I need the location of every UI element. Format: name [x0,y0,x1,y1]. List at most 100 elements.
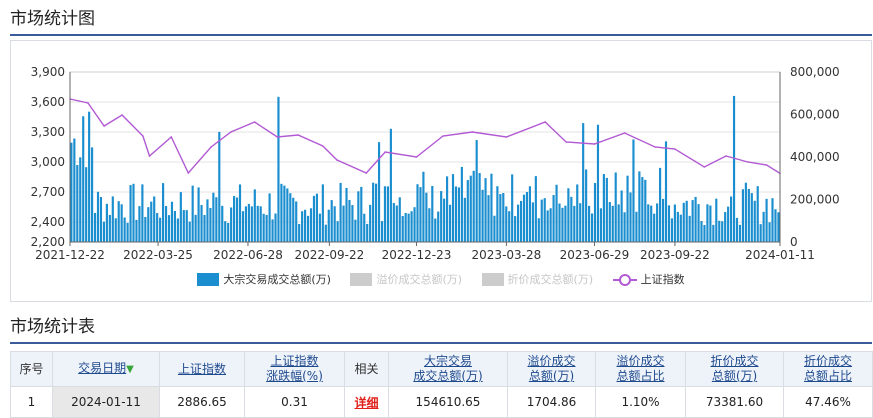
volume-bar [691,200,694,242]
volume-bar [756,186,759,242]
cell-total: 154610.65 [388,386,508,418]
volume-bar [718,220,721,242]
th-total-line1: 大宗交易 [423,354,472,368]
volume-bar [230,207,233,242]
index-point [276,136,279,138]
right-tick-label: 800,000 [790,65,840,79]
volume-bar [401,216,404,242]
volume-bar [694,196,697,242]
x-tick-label: 2023-03-28 [472,248,542,262]
x-tick-label: 2022-03-25 [123,248,193,262]
volume-bar [647,204,650,242]
volume-bar [493,215,496,242]
th-premium-ratio-line1: 溢价成交 [616,354,665,368]
volume-bar [182,210,185,242]
volume-bar [132,183,135,242]
x-tick-label: 2024-01-11 [745,248,815,262]
volume-bar [517,204,520,242]
volume-bar [167,215,171,242]
legend-line-marker-icon [612,273,637,286]
th-premium-line1: 溢价成交 [527,354,576,368]
legend-label-total: 大宗交易成交总额(万) [223,273,331,286]
volume-bar [635,211,638,242]
volume-bar [670,218,673,242]
volume-bar [673,204,676,242]
th-total-line2: 成交总额(万) [413,369,483,383]
volume-bar [141,184,144,242]
index-point [297,134,299,136]
volume-bar [490,173,493,242]
th-premium[interactable]: 溢价成交 总额(万) [507,351,596,387]
x-tick-label: 2023-06-29 [560,248,630,262]
volume-bar [732,95,736,242]
volume-bar [271,219,274,242]
volume-bar [511,174,514,242]
volume-bar [321,184,324,242]
volume-bar [664,141,668,242]
volume-bar [451,174,455,242]
volume-bar [93,212,97,242]
index-point [210,146,212,148]
volume-bar [306,215,310,242]
th-discount[interactable]: 折价成交 总额(万) [685,351,784,387]
volume-bar [475,140,478,242]
cell-index: 2886.65 [159,386,245,418]
volume-bar [375,183,378,242]
volume-bar [576,184,579,242]
volume-bar [79,157,82,242]
volume-bar [437,211,440,242]
volume-bar [505,206,508,242]
volume-bar [179,192,182,242]
volume-bar [407,213,410,242]
index-point [321,145,324,147]
index-point [654,146,656,148]
volume-bar [762,211,765,242]
volume-bar [715,198,718,242]
volume-bar [162,183,165,242]
volume-bar [768,222,771,242]
volume-bar [345,187,348,242]
volume-bar [700,221,703,242]
volume-bar [487,195,490,242]
volume-bar [224,221,227,242]
volume-bar [413,207,416,242]
volume-bar [765,198,768,242]
volume-bar [221,205,224,242]
volume-bar [203,214,206,242]
volume-bar [295,201,298,242]
volume-bar [721,221,724,242]
volume-bar [102,221,105,242]
volume-bar [738,224,742,242]
legend-item-total[interactable]: 大宗交易成交总额(万) [197,271,331,287]
legend-swatch-discount [481,272,504,286]
volume-bar [588,205,591,242]
volume-bar [200,205,203,242]
th-premium-ratio[interactable]: 溢价成交 总额占比 [595,351,686,387]
volume-bar [91,147,94,242]
volume-bar [771,198,774,242]
th-discount-ratio-line1: 折价成交 [803,354,852,368]
market-stats-table: 序号 交易日期▼ 上证指数 上证指数 涨跌幅(%) 相关 大宗交易 成交总额(万) … [10,351,873,418]
legend-item-index[interactable]: 上证指数 [612,271,685,287]
volume-bar [611,205,614,242]
volume-bar [419,187,422,242]
table-row: 1 2024-01-11 2886.65 0.31 详细 154610.65 1… [10,386,873,418]
volume-bar [599,208,602,242]
th-total[interactable]: 大宗交易 成交总额(万) [388,351,508,387]
legend-item-premium[interactable]: 溢价成交总额(万) [350,271,462,287]
th-date[interactable]: 交易日期▼ [52,351,160,387]
th-change[interactable]: 上证指数 涨跌幅(%) [244,351,345,387]
volume-bar [620,190,623,242]
volume-bar [265,214,268,242]
th-index[interactable]: 上证指数 [159,351,245,387]
legend-item-discount[interactable]: 折价成交总额(万) [481,271,593,287]
right-tick-label: 0 [790,235,798,249]
volume-bar [443,198,446,242]
volume-bar [579,203,582,242]
volume-bar [440,191,443,242]
volume-bar [85,167,88,242]
sort-down-arrow-icon: ▼ [126,364,134,375]
volume-bar [682,202,685,242]
th-discount-ratio[interactable]: 折价成交 总额占比 [783,351,873,387]
detail-link[interactable]: 详细 [354,395,379,410]
